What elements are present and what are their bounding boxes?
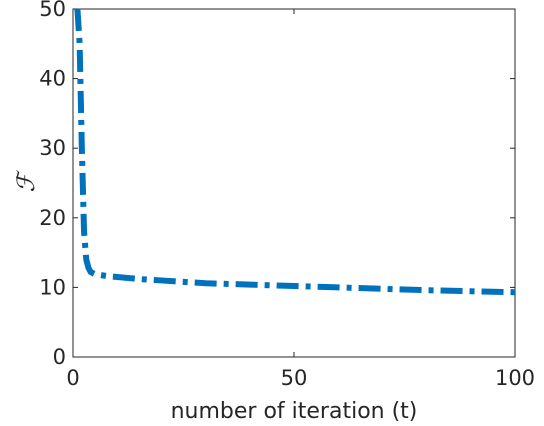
x-tick-label: 100: [495, 366, 535, 390]
x-tick-label: 50: [281, 366, 308, 390]
plot-area: [72, 8, 516, 358]
y-tick-label: 20: [39, 206, 66, 230]
y-tick-label: 30: [39, 136, 66, 160]
y-tick-label: 40: [39, 67, 66, 91]
y-tick-label: 0: [53, 345, 66, 369]
y-tick-label: 50: [39, 0, 66, 21]
x-tick-label: 0: [66, 366, 79, 390]
y-tick-label: 10: [39, 275, 66, 299]
series-line: [74, 8, 516, 296]
axis-ticks: 0 50 100 0 10 20 30 40 50: [39, 0, 535, 390]
series-layer: [74, 8, 516, 296]
y-axis-label: ℱ: [12, 169, 40, 192]
x-axis-label: number of iteration (t): [171, 399, 418, 424]
